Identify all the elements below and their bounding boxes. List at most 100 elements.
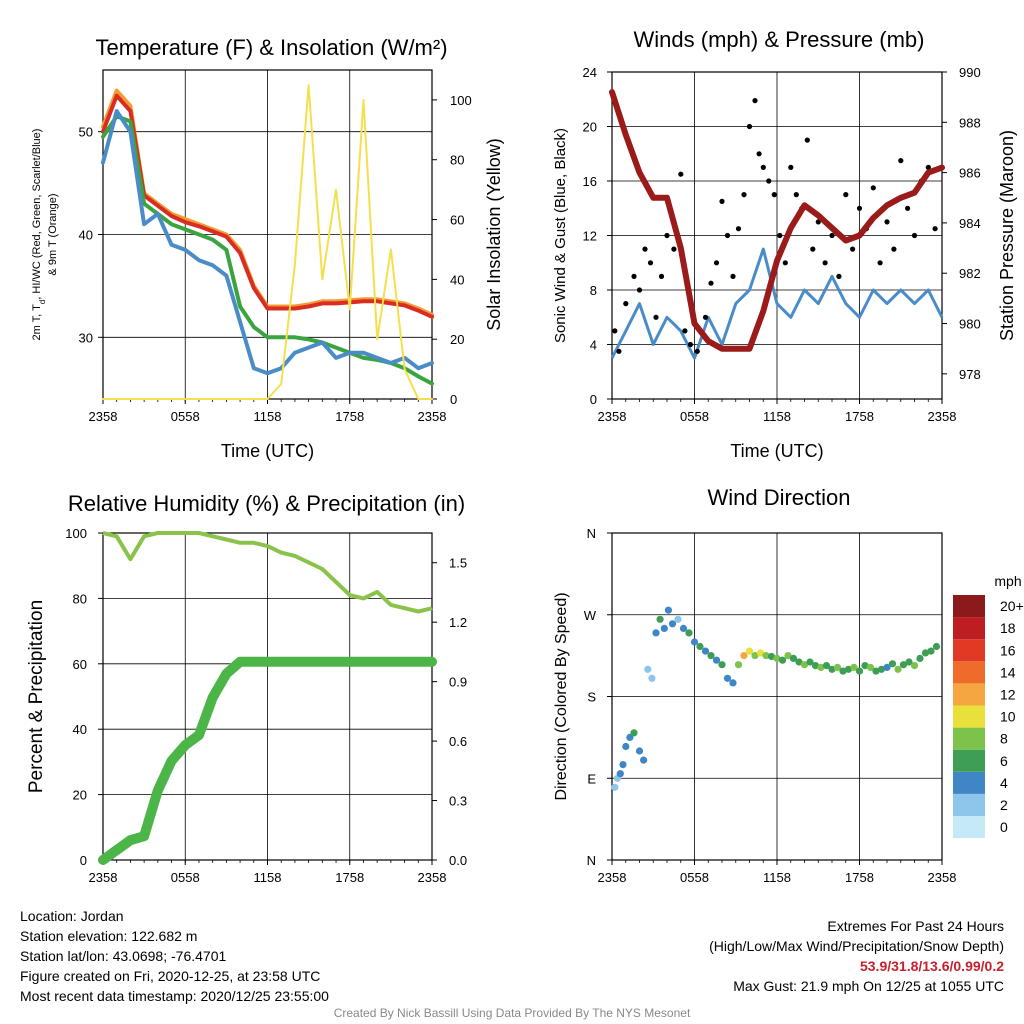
legend-label: 4 xyxy=(1000,775,1008,791)
direction-point xyxy=(905,658,913,666)
x-tick-label: 2358 xyxy=(598,870,627,885)
y2-tick-label: 982 xyxy=(959,266,981,281)
direction-point xyxy=(839,667,847,675)
direction-point xyxy=(751,652,759,660)
gust-point xyxy=(850,246,856,252)
gust-point xyxy=(682,328,688,334)
y-tick-label: 8 xyxy=(590,283,597,298)
y2-tick-label: 0.0 xyxy=(449,853,467,868)
gust-point xyxy=(694,348,700,354)
x-tick-label: 2358 xyxy=(418,409,447,424)
y2-tick-label: 1.2 xyxy=(449,615,467,630)
y-tick-label: 20 xyxy=(583,120,597,135)
direction-point xyxy=(626,733,634,742)
direction-point xyxy=(822,662,831,670)
gust-point xyxy=(664,232,670,239)
gust-point xyxy=(932,226,938,232)
direction-point xyxy=(664,606,673,614)
x-tick-label: 0558 xyxy=(171,409,200,424)
y-tick-label: N xyxy=(587,853,596,868)
direction-point xyxy=(883,663,891,672)
y-tick-label: 0 xyxy=(80,853,87,868)
extremes-info: Extremes For Past 24 Hours (High/Low/Max… xyxy=(709,916,1004,996)
credit-text: Created By Nick Bassill Using Data Provi… xyxy=(333,1006,691,1020)
direction-point xyxy=(899,661,908,669)
x-tick-label: 1758 xyxy=(335,409,364,424)
y-axis-label: 2m T, Td, HI/WC (Red, Green, Scarlet/Blu… xyxy=(31,129,47,341)
max-gust-text: Max Gust: 21.9 mph On 12/25 at 1055 UTC xyxy=(733,978,1004,994)
direction-point xyxy=(734,661,743,669)
gust-point xyxy=(810,246,816,252)
legend-label: 10 xyxy=(1000,709,1016,725)
direction-point xyxy=(685,629,693,637)
panel-temperature xyxy=(102,69,433,404)
direction-point xyxy=(640,756,648,764)
direction-point xyxy=(723,674,732,682)
legend-label: 12 xyxy=(1000,686,1016,702)
gust-point xyxy=(788,164,794,170)
direction-point xyxy=(668,620,677,628)
gust-point xyxy=(678,171,684,177)
gust-point xyxy=(713,260,720,266)
gust-point xyxy=(760,164,766,170)
rh-line xyxy=(102,531,433,614)
direction-point xyxy=(784,652,792,660)
direction-point xyxy=(644,665,652,673)
x-tick-label: 2358 xyxy=(89,409,118,424)
gust-point xyxy=(925,164,931,170)
series-line-4 xyxy=(102,84,433,400)
direction-point xyxy=(811,662,820,670)
x-tick-label: 2358 xyxy=(418,870,447,885)
legend-label: 18 xyxy=(1000,620,1016,636)
direction-point xyxy=(866,663,875,672)
extremes-subtitle: (High/Low/Max Wind/Precipitation/Snow De… xyxy=(709,938,1004,954)
legend-swatch xyxy=(953,595,985,618)
extremes-values: 53.9/31.8/13.6/0.99/0.2 xyxy=(859,958,1004,974)
gust-point xyxy=(746,123,753,130)
gust-point xyxy=(793,192,799,198)
y-tick-label: 4 xyxy=(590,338,597,353)
y2-axis-label: Solar Insolation (Yellow) xyxy=(484,138,504,330)
extremes-title: Extremes For Past 24 Hours xyxy=(827,918,1004,934)
legend-swatch xyxy=(953,727,985,750)
direction-point xyxy=(921,649,930,657)
direction-point xyxy=(877,665,886,673)
direction-point xyxy=(828,665,836,673)
direction-point xyxy=(773,654,781,663)
chart-title: Winds (mph) & Pressure (mb) xyxy=(634,27,925,52)
gust-point xyxy=(702,314,709,320)
legend-swatch xyxy=(953,705,985,728)
gust-point xyxy=(829,232,835,239)
y-tick-label: N xyxy=(587,526,596,541)
gust-point xyxy=(647,260,654,266)
direction-point xyxy=(756,649,765,657)
x-tick-label: 1158 xyxy=(254,409,282,424)
created-text: Figure created on Fri, 2020-12-25, at 23… xyxy=(20,968,321,984)
pressure-line xyxy=(609,89,945,352)
chart-title: Relative Humidity (%) & Precipitation (i… xyxy=(68,491,465,516)
direction-point xyxy=(762,652,770,660)
gust-point xyxy=(623,301,629,307)
direction-point xyxy=(894,665,902,673)
x-tick-label: 1758 xyxy=(335,870,364,885)
gust-point xyxy=(766,178,772,184)
x-tick-label: 0558 xyxy=(680,409,709,424)
chart-title: Wind Direction xyxy=(707,485,850,510)
direction-point xyxy=(674,615,682,623)
legend-swatch xyxy=(953,816,985,839)
y-tick-label: S xyxy=(587,690,596,705)
y-tick-label: 100 xyxy=(65,526,87,541)
gust-point xyxy=(612,328,618,334)
x-tick-label: 2358 xyxy=(598,409,627,424)
y2-tick-label: 40 xyxy=(450,272,464,287)
y-tick-label: 16 xyxy=(583,174,597,189)
y-axis-label-line2: & 9m T (Orange) xyxy=(47,193,59,275)
direction-point xyxy=(712,656,721,664)
y-tick-label: W xyxy=(584,608,597,623)
legend-swatch xyxy=(953,617,985,640)
legend-swatch xyxy=(953,749,985,772)
gust-point xyxy=(856,205,863,211)
direction-point xyxy=(932,642,941,651)
x-tick-label: 0558 xyxy=(680,870,709,885)
